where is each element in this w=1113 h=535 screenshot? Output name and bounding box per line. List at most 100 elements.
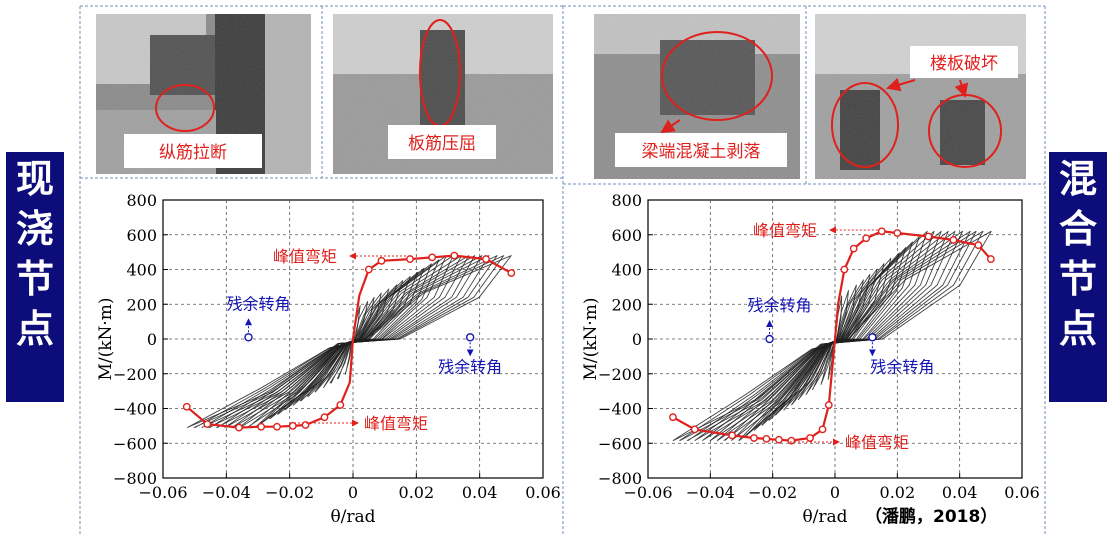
sidebar-left-label: 现 浇 节 点 bbox=[6, 152, 64, 402]
side-char: 现 bbox=[15, 157, 54, 201]
skeleton-point bbox=[182, 402, 191, 411]
skeleton-point bbox=[428, 253, 437, 262]
skeleton-point bbox=[862, 234, 871, 243]
side-char: 点 bbox=[15, 307, 54, 351]
skeleton-point bbox=[235, 423, 243, 432]
annotation-label: 峰值弯矩 bbox=[273, 247, 337, 266]
sidebar-right-label: 混 合 节 点 bbox=[1049, 152, 1107, 402]
x-tick-label: 0.04 bbox=[462, 483, 498, 502]
chart-hybrid: −0.06 −0.04 −0.02 0 0.02 0.04 0.06 800 600 400 200… bbox=[581, 191, 1040, 527]
skeleton-point bbox=[924, 232, 933, 241]
skeleton-point bbox=[986, 255, 995, 263]
skeleton-point bbox=[450, 251, 459, 260]
y-tick-label: 400 bbox=[611, 261, 642, 280]
skeleton-point bbox=[787, 436, 796, 445]
x-tick-label: 0.04 bbox=[942, 483, 978, 502]
skeleton-point bbox=[507, 269, 516, 277]
x-tick-label: −0.04 bbox=[686, 483, 735, 502]
x-tick-label: −0.04 bbox=[202, 483, 251, 502]
y-tick-label: 800 bbox=[126, 191, 157, 210]
hysteresis-loop bbox=[783, 263, 885, 411]
hysteresis-loop bbox=[231, 255, 470, 428]
annotation-label: 残余转角 bbox=[870, 357, 934, 376]
residual-point bbox=[868, 333, 877, 342]
hysteresis-loop bbox=[193, 255, 505, 429]
skeleton-point bbox=[949, 236, 958, 244]
skeleton-point bbox=[288, 421, 297, 430]
skeleton-point bbox=[273, 422, 281, 431]
hysteresis-loop bbox=[201, 255, 498, 429]
photo-label: 板筋压屈 bbox=[408, 134, 476, 154]
annotation-label: 峰值弯矩 bbox=[364, 414, 428, 433]
y-tick-label: 200 bbox=[611, 295, 642, 314]
annotation-label: 峰值弯矩 bbox=[845, 433, 909, 452]
y-tick-label: 400 bbox=[126, 261, 157, 280]
x-tick-label: 0.02 bbox=[399, 483, 435, 502]
skeleton-point bbox=[377, 256, 386, 265]
x-tick-label: 0.06 bbox=[1004, 483, 1040, 502]
hysteresis-loop bbox=[672, 230, 992, 442]
skeleton-point bbox=[974, 241, 983, 250]
skeleton-point bbox=[728, 431, 737, 440]
hysteresis-loop bbox=[686, 230, 977, 441]
skeleton-point bbox=[877, 227, 886, 236]
y-axis-label: M/(kN·m) bbox=[96, 297, 116, 380]
skeleton-point bbox=[669, 413, 677, 422]
x-tick-label: 0.02 bbox=[880, 483, 916, 502]
skeleton-point bbox=[257, 422, 266, 431]
x-tick-label: −0.02 bbox=[748, 483, 797, 502]
hysteresis-loop bbox=[702, 230, 964, 441]
x-axis-label: θ/rad bbox=[802, 507, 847, 527]
skeleton-point bbox=[849, 244, 858, 253]
y-tick-label: 0 bbox=[147, 330, 157, 349]
skeleton-point bbox=[750, 434, 758, 442]
skeleton-point bbox=[364, 265, 373, 274]
hysteresis-loop bbox=[738, 230, 928, 441]
skeleton-point bbox=[762, 435, 771, 443]
y-tick-label: −800 bbox=[598, 469, 642, 488]
photo-label: 楼板破坏 bbox=[930, 54, 998, 74]
y-tick-label: −600 bbox=[598, 434, 642, 453]
skeleton-point bbox=[336, 401, 345, 409]
annotation-label: 残余转角 bbox=[748, 296, 812, 315]
x-axis-label: θ/rad bbox=[330, 507, 375, 527]
annotation-label: 峰值弯矩 bbox=[753, 221, 817, 240]
skeleton-point bbox=[406, 255, 414, 263]
y-tick-label: 600 bbox=[126, 226, 157, 245]
photo-longitudinal-bar-fracture: 纵筋拉断 bbox=[96, 14, 311, 174]
hysteresis-loop bbox=[753, 241, 913, 431]
skeleton-point bbox=[320, 413, 329, 422]
x-tick-label: −0.06 bbox=[138, 483, 187, 502]
photo-label: 纵筋拉断 bbox=[159, 143, 227, 163]
source-citation: （潘鹏，2018） bbox=[865, 506, 997, 527]
x-tick-label: −0.06 bbox=[623, 483, 672, 502]
y-tick-label: −200 bbox=[598, 365, 642, 384]
residual-point bbox=[465, 333, 475, 342]
hysteresis-loop bbox=[709, 230, 956, 441]
hysteresis-loops bbox=[672, 230, 992, 442]
y-axis-label: M/(kN·m) bbox=[581, 297, 601, 380]
photo-slab-failure: 楼板破坏 bbox=[815, 14, 1026, 179]
y-tick-label: 200 bbox=[126, 295, 157, 314]
side-char: 点 bbox=[1058, 307, 1097, 351]
x-tick-label: 0.06 bbox=[525, 483, 561, 502]
skeleton-point bbox=[818, 425, 827, 434]
y-tick-label: −400 bbox=[598, 400, 642, 419]
annotation-label: 残余转角 bbox=[226, 294, 290, 313]
residual-point bbox=[765, 334, 774, 344]
hysteresis-loop bbox=[679, 230, 984, 441]
side-char: 节 bbox=[1058, 257, 1097, 301]
side-char: 混 bbox=[1058, 157, 1097, 201]
skeleton-curve bbox=[672, 230, 992, 442]
x-tick-label: −0.02 bbox=[265, 483, 314, 502]
hysteresis-loops bbox=[186, 255, 512, 429]
photo-label: 梁端混凝土剥落 bbox=[642, 142, 761, 162]
skeleton-point bbox=[482, 255, 490, 263]
y-tick-label: −800 bbox=[113, 469, 157, 488]
y-tick-label: 800 bbox=[611, 191, 642, 210]
hysteresis-loop bbox=[761, 246, 907, 426]
skeleton-point bbox=[203, 420, 212, 429]
side-char: 节 bbox=[15, 257, 54, 301]
x-tick-label: 0 bbox=[830, 483, 840, 502]
